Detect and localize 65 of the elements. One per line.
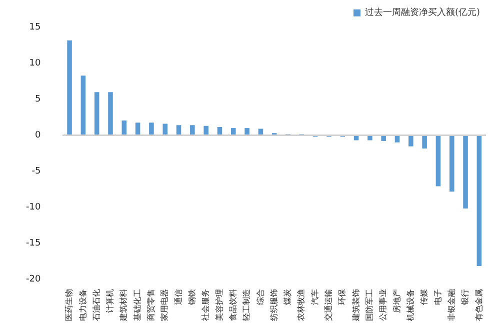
- x-tick-label: 国防军工: [365, 289, 374, 321]
- bar: [381, 136, 386, 141]
- x-tick-label: 传媒: [420, 289, 429, 305]
- bar: [176, 125, 182, 134]
- bar: [436, 136, 441, 186]
- x-tick-label: 有色金属: [474, 289, 484, 321]
- bar: [354, 136, 359, 140]
- x-tick-label: 轻工制造: [242, 289, 252, 321]
- bar: [408, 136, 414, 146]
- bar: [258, 128, 264, 134]
- bar: [449, 136, 454, 192]
- bar: [463, 136, 468, 209]
- x-tick-label: 机械设备: [406, 289, 415, 321]
- y-tick-label: 0: [34, 130, 41, 141]
- bar: [190, 125, 195, 134]
- x-tick-label: 电子: [433, 289, 442, 305]
- bar: [204, 126, 208, 134]
- x-tick-label: 美容护理: [214, 289, 224, 321]
- x-tick-label: 环保: [338, 289, 347, 305]
- bar: [122, 120, 127, 134]
- bar: [230, 128, 236, 134]
- bar: [108, 92, 113, 134]
- x-tick-label: 煤炭: [283, 289, 292, 305]
- x-tick-label: 食品饮料: [228, 289, 238, 321]
- x-tick-label: 建筑装饰: [351, 289, 360, 322]
- y-tick-label: 5: [34, 94, 41, 105]
- bar: [217, 126, 222, 134]
- y-tick-label: -5: [32, 166, 41, 177]
- x-tick-label: 银行: [460, 289, 470, 306]
- x-tick-label: 商贸零售: [146, 289, 156, 321]
- x-tick-label: 石油石化: [92, 289, 101, 321]
- y-tick-label: 10: [29, 58, 41, 69]
- legend-label: 过去一周融资净买入额(亿元): [364, 7, 480, 18]
- x-tick-label: 社会服务: [201, 289, 210, 321]
- y-tick-label: 15: [29, 22, 41, 33]
- x-tick-label: 汽车: [310, 289, 320, 305]
- x-tick-label: 基础化工: [132, 289, 142, 321]
- bar: [135, 122, 140, 134]
- bar: [94, 92, 100, 134]
- x-tick-label: 家用电器: [160, 289, 170, 321]
- bar: [476, 136, 482, 266]
- bar: [80, 76, 86, 134]
- x-tick-label: 计算机: [106, 289, 115, 313]
- x-tick-label: 纺织服饰: [269, 289, 278, 321]
- y-tick-label: -15: [26, 238, 41, 248]
- x-tick-label: 医药生物: [64, 289, 74, 321]
- x-tick-label: 公用事业: [378, 289, 388, 321]
- y-tick-label: -10: [26, 202, 41, 212]
- bar: [149, 122, 154, 134]
- x-tick-label: 交通运输: [324, 289, 334, 321]
- x-tick-label: 综合: [256, 289, 265, 305]
- x-tick-label: 电力设备: [78, 289, 88, 321]
- x-tick-label: 非银金融: [446, 289, 456, 321]
- x-tick-label: 房地产: [392, 289, 402, 313]
- bar: [368, 136, 372, 140]
- bar: [244, 128, 250, 134]
- bar: [67, 40, 72, 134]
- y-tick-label: -20: [26, 274, 41, 284]
- x-tick-label: 通信: [174, 289, 183, 305]
- x-tick-label: 钢铁: [188, 289, 196, 306]
- x-tick-label: 建筑材料: [119, 289, 128, 322]
- bar: [162, 124, 168, 134]
- x-tick-label: 农林牧渔: [296, 289, 306, 321]
- bar: [422, 136, 427, 149]
- bar: [394, 136, 400, 142]
